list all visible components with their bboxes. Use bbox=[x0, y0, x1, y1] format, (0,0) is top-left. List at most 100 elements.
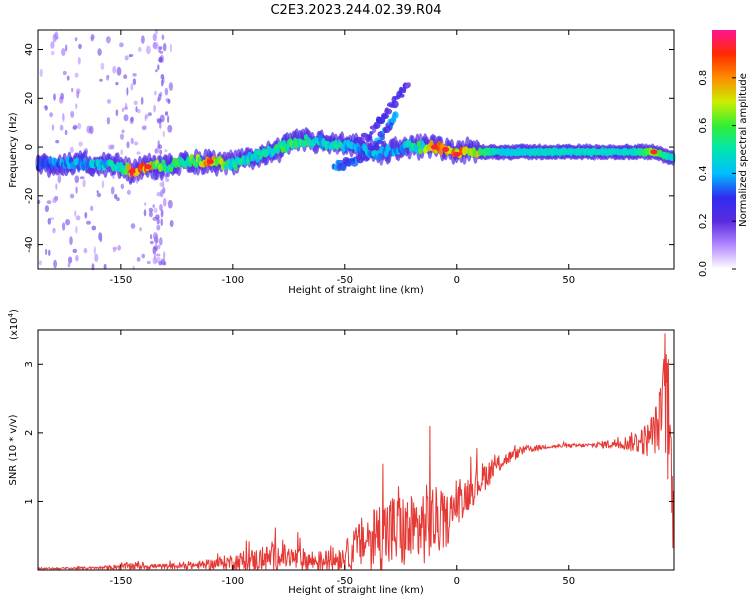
spectrogram-ridge-cell bbox=[415, 146, 420, 154]
spectrogram-speckle bbox=[117, 245, 121, 251]
spectrogram-x-axis-label: Height of straight line (km) bbox=[288, 285, 424, 296]
spectrogram-speckle bbox=[144, 202, 147, 206]
spectrogram-speckle bbox=[161, 187, 166, 193]
spectrogram-speckle bbox=[137, 46, 142, 53]
svg-text:(x104): (x104) bbox=[7, 309, 20, 340]
spectrogram-speckle bbox=[161, 79, 164, 87]
spectrogram-peak bbox=[430, 144, 438, 150]
spectrogram-speckle bbox=[53, 259, 57, 269]
spectrogram-speckle bbox=[162, 180, 165, 189]
spectrogram-speckle bbox=[129, 117, 134, 125]
spectrogram-speckle bbox=[141, 35, 145, 44]
spectrogram-branch-cell bbox=[399, 93, 405, 98]
spectrogram-speckle bbox=[103, 263, 107, 270]
spectrogram-speckle bbox=[124, 55, 129, 61]
snr-x-tick-label: -50 bbox=[337, 576, 353, 587]
spectrogram-ridge-cell bbox=[401, 146, 406, 155]
spectrogram-speckle bbox=[154, 90, 157, 96]
spectrogram-speckle bbox=[121, 107, 125, 112]
spectrogram-speckle bbox=[160, 73, 165, 80]
spectrogram-speckle bbox=[160, 210, 163, 219]
spectrogram-speckle bbox=[93, 246, 96, 255]
spectrogram-y-axis-label: Frequency (Hz) bbox=[8, 112, 19, 188]
spectrogram-speckle bbox=[160, 218, 163, 226]
spectrogram-speckle bbox=[75, 186, 78, 194]
spectrogram-speckle bbox=[59, 124, 64, 131]
snr-frame bbox=[37, 329, 675, 571]
snr-multiplier-close: ) bbox=[9, 309, 20, 313]
spectrogram-speckle bbox=[113, 247, 116, 253]
spectrogram-speckle bbox=[61, 48, 66, 56]
spectrogram-x-tick-label: 50 bbox=[562, 275, 575, 286]
spectrogram-speckle bbox=[48, 249, 51, 257]
spectrogram-speckle bbox=[106, 117, 111, 125]
spectrogram-speckle bbox=[82, 179, 86, 188]
spectrogram-speckle bbox=[100, 62, 105, 70]
colorbar-tick-label: 0.2 bbox=[698, 213, 709, 229]
spectrogram-speckle bbox=[77, 122, 82, 130]
spectrogram-speckle bbox=[148, 207, 154, 213]
spectrogram-speckle bbox=[121, 129, 125, 134]
spectrogram-speckle bbox=[165, 175, 168, 183]
spectrogram-speckle bbox=[51, 124, 54, 131]
spectrogram-speckle bbox=[86, 220, 91, 225]
spectrogram-speckle bbox=[141, 253, 145, 259]
spectrogram-speckle bbox=[114, 193, 118, 200]
spectrogram-speckle bbox=[62, 222, 66, 231]
snr-x-axis-label: Height of straight line (km) bbox=[288, 585, 424, 596]
spectrogram-speckle bbox=[120, 149, 123, 156]
spectrogram-speckle bbox=[64, 129, 68, 136]
spectrogram-speckle bbox=[44, 205, 50, 213]
spectrogram-speckle bbox=[167, 124, 173, 133]
spectrogram-speckle bbox=[38, 260, 42, 266]
colorbar-ticks: 0.0 0.2 0.4 0.6 0.8 bbox=[698, 70, 736, 277]
spectrogram-speckle bbox=[55, 139, 60, 144]
spectrogram-speckle bbox=[72, 248, 78, 254]
spectrogram-speckle bbox=[153, 207, 158, 213]
spectrogram-speckle bbox=[136, 257, 141, 262]
spectrogram-speckle bbox=[65, 219, 71, 226]
spectrogram-speckle bbox=[39, 68, 43, 77]
colorbar-tick-label: 0.4 bbox=[698, 165, 709, 181]
colorbar-label: Normalized spectral amplitude bbox=[738, 73, 749, 227]
spectrogram-speckle bbox=[90, 36, 94, 42]
spectrogram-speckle bbox=[162, 130, 165, 138]
spectrogram-speckle bbox=[52, 197, 57, 204]
spectrogram-speckle bbox=[133, 141, 139, 146]
spectrogram-speckle bbox=[99, 237, 103, 243]
spectrogram-speckle bbox=[152, 33, 157, 42]
spectrogram-speckle bbox=[47, 217, 51, 225]
spectrogram-peak bbox=[144, 164, 152, 170]
spectrogram-speckle bbox=[139, 227, 142, 232]
spectrogram-speckle bbox=[159, 149, 163, 155]
spectrogram-ridge-cell bbox=[233, 162, 238, 172]
spectrogram-speckle bbox=[158, 46, 161, 53]
spectrogram-speckle bbox=[49, 112, 53, 118]
spectrogram-ridge-cell bbox=[407, 140, 412, 147]
spectrogram-speckle bbox=[75, 225, 78, 234]
spectrogram-speckle bbox=[74, 37, 78, 42]
spectrogram-speckle bbox=[157, 97, 160, 102]
spectrogram-speckle bbox=[52, 227, 56, 234]
colorbar-tick-label: 0.8 bbox=[698, 70, 709, 86]
spectrogram-speckle bbox=[132, 73, 137, 77]
spectrogram-peak bbox=[206, 159, 214, 165]
spectrogram-speckle bbox=[110, 186, 115, 195]
spectrogram-frame bbox=[37, 29, 675, 270]
snr-multiplier-base: (x10 bbox=[9, 317, 20, 340]
spectrogram-y-ticks: -40 -20 0 20 40 bbox=[24, 43, 674, 253]
spectrogram-speckle bbox=[62, 70, 67, 76]
spectrogram-x-tick-label: -50 bbox=[337, 275, 353, 286]
colorbar-tick-label: 0.0 bbox=[698, 261, 709, 277]
spectrogram-speckle bbox=[115, 82, 119, 86]
spectrogram-speckle bbox=[159, 204, 163, 211]
spectrogram-speckle bbox=[50, 50, 55, 56]
spectrogram-branch-cell bbox=[402, 88, 407, 94]
spectrogram-x-ticks: -150 -100 -50 0 50 bbox=[110, 30, 575, 286]
spectrogram-speckle bbox=[157, 244, 161, 250]
snr-x-tick-label: 50 bbox=[562, 576, 575, 587]
spectrogram-speckle bbox=[116, 66, 122, 76]
spectrogram-speckle bbox=[62, 114, 65, 123]
spectrogram-speckle bbox=[152, 232, 158, 240]
